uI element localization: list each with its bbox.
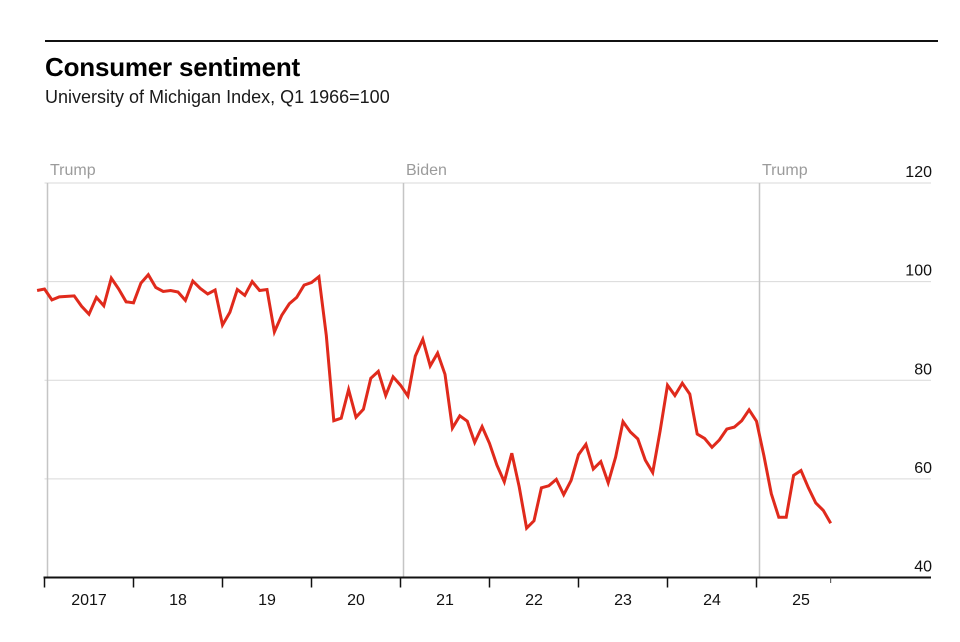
y-tick-label-80: 80 (914, 361, 932, 378)
x-tick-label-2023: 23 (614, 592, 632, 609)
term-label-trump-0: Trump (50, 162, 96, 179)
x-tick-label-2017: 2017 (71, 592, 107, 609)
y-tick-label-120: 120 (905, 164, 932, 181)
y-tick-label-100: 100 (905, 263, 932, 280)
chart-subtitle: University of Michigan Index, Q1 1966=10… (45, 87, 390, 107)
y-tick-label-60: 60 (914, 460, 932, 477)
x-tick-label-2019: 19 (258, 592, 276, 609)
x-tick-label-2022: 22 (525, 592, 543, 609)
x-tick-label-2018: 18 (169, 592, 187, 609)
term-label-biden-1: Biden (406, 162, 447, 179)
sentiment-line (36, 272, 833, 532)
x-tick-label-2020: 20 (347, 592, 365, 609)
chart-title: Consumer sentiment (45, 52, 301, 82)
x-tick-label-2024: 24 (703, 592, 721, 609)
y-tick-label-40: 40 (914, 559, 932, 576)
x-tick-label-2025: 25 (792, 592, 810, 609)
x-tick-label-2021: 21 (436, 592, 454, 609)
term-label-trump-2: Trump (762, 162, 808, 179)
header-rule (45, 40, 938, 42)
